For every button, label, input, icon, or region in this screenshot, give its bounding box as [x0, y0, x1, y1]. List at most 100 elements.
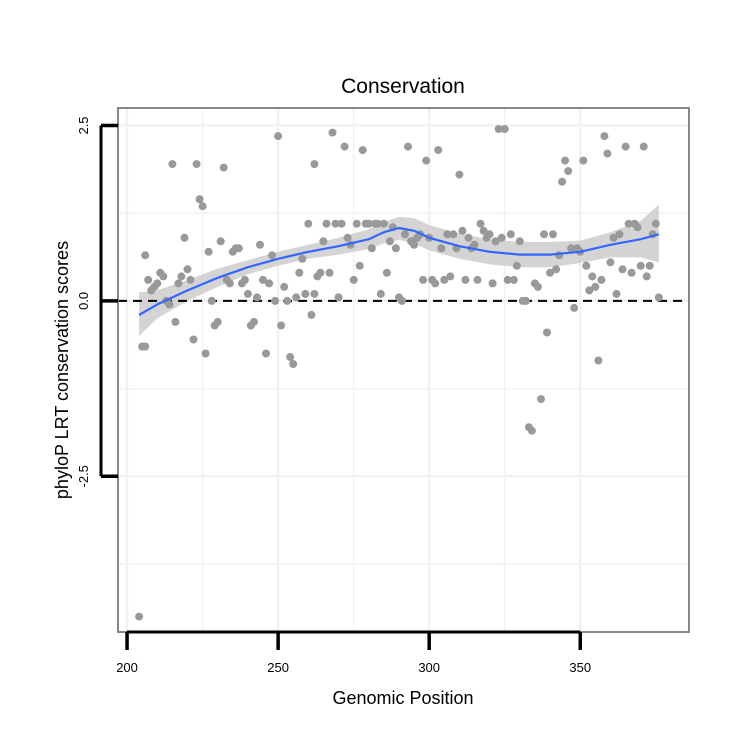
- data-point: [240, 275, 249, 284]
- data-point: [404, 142, 412, 151]
- data-point: [594, 356, 603, 365]
- data-point: [500, 125, 509, 133]
- data-point: [337, 219, 346, 228]
- data-point: [373, 219, 382, 228]
- data-point: [159, 272, 168, 281]
- data-point: [627, 268, 636, 277]
- data-point: [301, 289, 310, 298]
- data-point: [195, 195, 204, 204]
- data-point: [298, 254, 307, 263]
- data-point: [512, 261, 521, 270]
- y-tick-label: 0.0: [76, 292, 91, 310]
- data-point: [204, 247, 213, 256]
- data-point: [654, 293, 663, 302]
- data-point: [216, 237, 225, 246]
- data-point: [292, 293, 301, 302]
- data-point: [437, 244, 446, 253]
- data-point: [639, 142, 648, 151]
- x-axis: 200 250 300 350: [116, 630, 591, 675]
- smooth-line-layer: [138, 226, 660, 316]
- grid-lines: [118, 108, 689, 632]
- data-point: [286, 353, 295, 361]
- data-point: [488, 279, 497, 288]
- data-point: [319, 237, 328, 246]
- data-point: [497, 233, 506, 242]
- data-point: [621, 142, 630, 151]
- data-point: [476, 219, 485, 228]
- data-point: [391, 244, 400, 253]
- confidence-band-layer: [139, 204, 659, 336]
- data-point: [144, 275, 153, 284]
- data-point: [325, 268, 334, 277]
- data-point: [271, 296, 280, 305]
- data-point: [207, 296, 216, 305]
- data-point: [564, 167, 573, 176]
- data-point: [355, 261, 364, 270]
- data-point: [461, 275, 470, 284]
- data-point: [183, 265, 192, 274]
- data-point: [192, 160, 201, 169]
- data-point: [213, 317, 222, 326]
- data-point: [582, 261, 591, 270]
- data-point: [410, 240, 419, 249]
- data-point: [440, 275, 449, 284]
- data-point: [250, 317, 258, 326]
- data-point: [379, 219, 388, 228]
- data-point: [618, 265, 627, 274]
- y-tick-label: -2.5: [76, 465, 91, 487]
- data-point: [651, 219, 660, 228]
- data-point: [295, 268, 304, 277]
- data-point: [186, 275, 195, 284]
- data-point: [537, 395, 545, 404]
- data-point: [642, 272, 651, 281]
- data-point: [470, 240, 479, 249]
- confidence-band: [139, 204, 659, 336]
- data-point: [543, 328, 551, 337]
- data-point: [449, 230, 458, 239]
- data-point: [334, 293, 343, 302]
- data-point: [443, 230, 452, 239]
- chart-title: Conservation: [341, 75, 465, 98]
- data-point: [479, 226, 488, 235]
- data-point: [612, 289, 621, 298]
- data-point: [268, 251, 277, 260]
- data-point: [304, 219, 313, 228]
- data-point: [419, 275, 428, 284]
- data-point: [322, 219, 331, 228]
- data-point: [422, 156, 431, 165]
- data-point: [506, 230, 515, 239]
- data-point: [262, 349, 270, 358]
- data-point: [633, 223, 642, 232]
- data-point: [570, 303, 579, 312]
- data-point: [225, 279, 234, 288]
- data-point: [567, 244, 576, 253]
- data-point: [458, 226, 467, 235]
- x-tick-label: 300: [418, 660, 440, 675]
- data-point: [358, 146, 367, 155]
- data-point: [265, 279, 274, 288]
- data-point: [527, 426, 536, 435]
- data-point: [343, 233, 352, 242]
- data-point: [198, 202, 207, 211]
- data-point: [624, 219, 633, 228]
- x-tick-label: 200: [116, 660, 138, 675]
- data-point: [141, 342, 150, 351]
- x-tick-label: 250: [267, 660, 289, 675]
- x-tick-label: 350: [569, 660, 591, 675]
- data-point: [367, 244, 376, 253]
- data-point: [349, 275, 358, 284]
- data-point: [431, 279, 440, 288]
- data-point: [234, 244, 243, 253]
- data-point: [331, 219, 340, 228]
- data-point: [385, 237, 394, 246]
- data-point: [376, 289, 385, 298]
- plot-panel: [118, 108, 689, 632]
- data-point: [219, 163, 228, 172]
- data-point: [645, 261, 654, 270]
- data-point: [177, 272, 186, 281]
- data-point: [243, 289, 252, 298]
- x-axis-title: Genomic Position: [332, 688, 473, 708]
- data-point: [256, 240, 264, 249]
- data-point: [168, 160, 177, 169]
